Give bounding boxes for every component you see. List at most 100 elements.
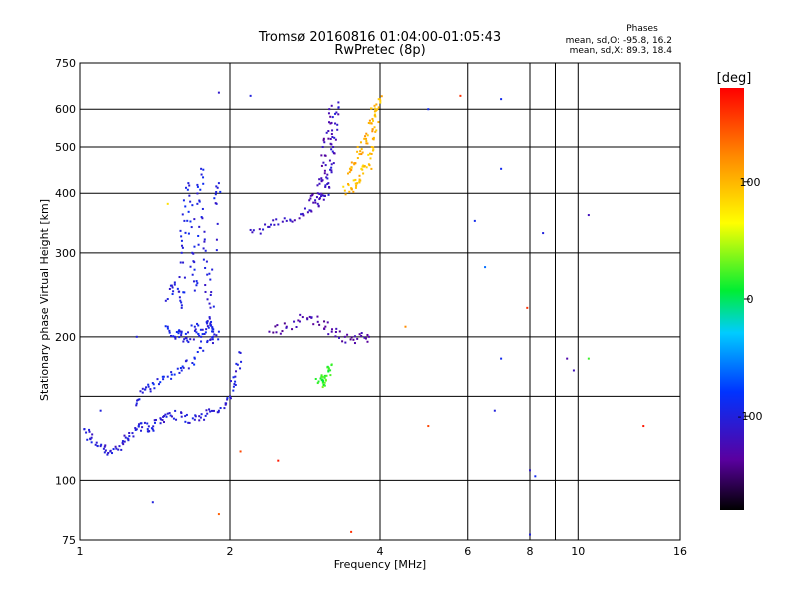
data-point xyxy=(211,327,214,330)
data-point xyxy=(358,178,361,181)
data-point xyxy=(273,223,276,226)
data-point xyxy=(112,448,115,451)
data-point xyxy=(188,194,191,197)
data-point xyxy=(268,225,271,228)
data-point xyxy=(285,326,288,329)
data-point xyxy=(226,397,229,400)
data-point xyxy=(281,220,284,223)
data-point xyxy=(356,150,359,153)
data-point xyxy=(182,261,185,264)
data-point xyxy=(249,228,252,231)
data-point xyxy=(115,447,118,450)
data-point xyxy=(213,197,216,200)
y-tick-labels: 75 100 200 300 400 500 600 750 xyxy=(55,57,76,547)
data-point xyxy=(199,416,202,419)
data-point xyxy=(185,359,188,362)
data-point xyxy=(330,363,333,366)
data-point xyxy=(239,367,242,370)
data-point xyxy=(164,299,167,302)
data-point xyxy=(190,226,193,229)
data-point xyxy=(370,152,373,155)
noise-point xyxy=(587,357,590,360)
data-point xyxy=(331,129,334,132)
data-point xyxy=(329,142,332,145)
data-point xyxy=(329,115,332,118)
data-point xyxy=(324,325,327,328)
data-point xyxy=(180,369,183,372)
stats-heading: Phases xyxy=(626,24,658,34)
data-point xyxy=(193,268,196,271)
data-point xyxy=(88,428,91,431)
data-point xyxy=(178,296,181,299)
data-point xyxy=(334,138,337,141)
data-point xyxy=(316,202,319,205)
x-axis-label: Frequency [MHz] xyxy=(334,558,426,571)
data-point xyxy=(96,444,99,447)
data-point xyxy=(145,386,148,389)
data-point xyxy=(195,284,198,287)
data-point xyxy=(159,418,162,421)
data-point xyxy=(147,430,150,433)
colorbar: [deg] 100 0 -100 xyxy=(717,71,762,510)
data-point xyxy=(152,429,155,432)
data-point xyxy=(372,146,375,149)
data-point xyxy=(348,171,351,174)
data-point xyxy=(285,219,288,222)
data-point xyxy=(326,182,329,185)
y-tick-label: 300 xyxy=(55,247,76,260)
data-point xyxy=(165,415,168,418)
data-point xyxy=(301,316,304,319)
data-point xyxy=(323,327,326,330)
data-point xyxy=(193,218,196,221)
data-point xyxy=(94,443,97,446)
data-point xyxy=(196,322,199,325)
data-point xyxy=(353,342,356,345)
data-point xyxy=(330,104,333,107)
data-point xyxy=(306,318,309,321)
data-point xyxy=(312,201,315,204)
data-point xyxy=(159,417,162,420)
data-point xyxy=(347,182,350,185)
data-point xyxy=(182,199,185,202)
data-point xyxy=(324,185,327,188)
data-point xyxy=(137,423,140,426)
data-point xyxy=(316,382,319,385)
data-point xyxy=(295,325,298,328)
data-point xyxy=(212,409,215,412)
data-point xyxy=(204,290,207,293)
colorbar-gradient xyxy=(720,88,744,510)
noise-point xyxy=(249,94,252,97)
data-point xyxy=(103,445,106,448)
data-point xyxy=(350,336,353,339)
data-point xyxy=(299,313,302,316)
data-point xyxy=(337,101,340,104)
data-point xyxy=(187,341,190,344)
data-point xyxy=(179,330,182,333)
data-point xyxy=(205,328,208,331)
data-point xyxy=(177,332,180,335)
data-point xyxy=(371,117,374,120)
data-point xyxy=(106,453,109,456)
data-point xyxy=(375,103,378,106)
data-point xyxy=(223,407,226,410)
data-point xyxy=(328,121,331,124)
data-point xyxy=(174,409,177,412)
data-point xyxy=(215,334,218,337)
data-point xyxy=(183,276,186,279)
data-point xyxy=(179,229,182,232)
data-point xyxy=(373,114,376,117)
data-point xyxy=(206,273,209,276)
data-point xyxy=(321,375,324,378)
data-point xyxy=(373,104,376,107)
data-point xyxy=(239,351,242,354)
data-point xyxy=(342,185,345,188)
data-point xyxy=(358,153,361,156)
data-point xyxy=(172,417,175,420)
data-point xyxy=(146,428,149,431)
data-point xyxy=(141,391,144,394)
data-point xyxy=(367,121,370,124)
data-point xyxy=(293,320,296,323)
noise-point xyxy=(350,530,353,533)
data-point xyxy=(211,409,214,412)
